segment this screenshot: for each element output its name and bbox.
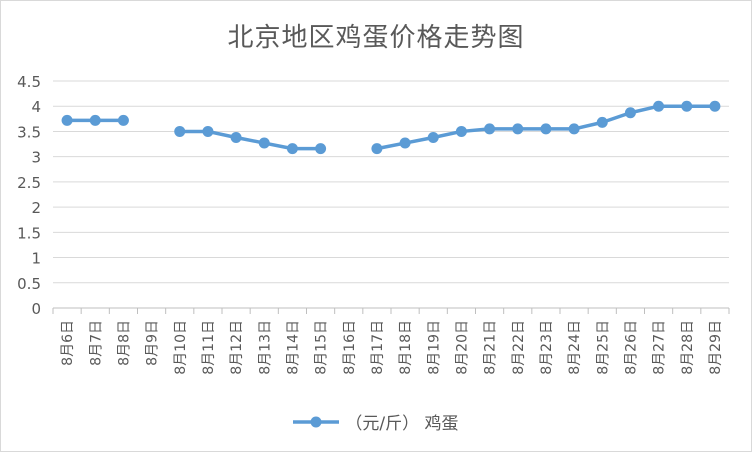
data-point xyxy=(455,125,467,137)
data-point xyxy=(117,114,129,126)
data-point xyxy=(596,116,608,128)
x-tick-label: 8月12日 xyxy=(229,320,245,375)
data-point xyxy=(624,107,636,119)
data-point xyxy=(315,143,327,155)
gridlines xyxy=(52,80,730,314)
x-tick-label: 8月26日 xyxy=(623,320,639,375)
x-tick-label: 8月10日 xyxy=(173,320,189,375)
series-lines xyxy=(65,104,717,151)
x-tick-label: 8月22日 xyxy=(511,320,527,375)
y-tick-label: 3.5 xyxy=(17,123,41,141)
data-point xyxy=(371,143,383,155)
y-tick-label: 2 xyxy=(31,199,41,217)
x-axis-ticks: 8月6日 8月7日 8月8日 8月9日 8月10日 8月11日 8月12日 8月13日 8月14… xyxy=(60,320,724,375)
x-tick-label: 8月15日 xyxy=(314,320,330,375)
x-tick-label: 8月25日 xyxy=(595,320,611,375)
x-tick-label: 8月7日 xyxy=(88,320,104,366)
series-points xyxy=(61,100,721,155)
chart-title: 北京地区鸡蛋价格走势图 xyxy=(227,23,525,53)
x-tick-label: 8月27日 xyxy=(652,320,668,375)
x-tick-label: 8月29日 xyxy=(708,320,724,375)
y-tick-label: 0.5 xyxy=(17,275,41,293)
data-point xyxy=(540,123,552,135)
data-point xyxy=(202,125,214,137)
data-point xyxy=(512,123,524,135)
data-point xyxy=(61,114,73,126)
x-tick-label: 8月18日 xyxy=(398,320,414,375)
data-point xyxy=(258,137,270,149)
x-tick-label: 8月19日 xyxy=(426,320,442,375)
data-point xyxy=(230,131,242,143)
y-tick-label: 1.5 xyxy=(17,224,41,242)
y-axis-ticks: 0 0.5 1 1.5 2 2.5 3 3.5 4 4.5 xyxy=(17,73,41,318)
data-point xyxy=(399,137,411,149)
x-tick-label: 8月24日 xyxy=(567,320,583,375)
data-point xyxy=(89,114,101,126)
x-tick-label: 8月20日 xyxy=(454,320,470,375)
x-tick-label: 8月28日 xyxy=(680,320,696,375)
data-point xyxy=(653,100,665,112)
data-point xyxy=(484,123,496,135)
x-tick-label: 8月13日 xyxy=(257,320,273,375)
y-tick-label: 4 xyxy=(31,98,41,116)
x-tick-label: 8月17日 xyxy=(370,320,386,375)
x-tick-label: 8月14日 xyxy=(285,320,301,375)
data-point xyxy=(681,100,693,112)
y-tick-label: 4.5 xyxy=(17,73,41,91)
y-tick-label: 2.5 xyxy=(17,174,41,192)
legend-label: （元/斤） 鸡蛋 xyxy=(345,414,459,434)
y-tick-label: 3 xyxy=(31,149,41,167)
x-tick-label: 8月16日 xyxy=(342,320,358,375)
x-tick-label: 8月11日 xyxy=(201,320,217,375)
data-point xyxy=(709,100,721,112)
legend-swatch xyxy=(293,416,340,427)
x-tick-label: 8月9日 xyxy=(145,320,161,366)
x-tick-label: 8月21日 xyxy=(483,320,499,375)
x-tick-label: 8月8日 xyxy=(116,320,132,366)
x-tick-label: 8月6日 xyxy=(60,320,76,366)
data-point xyxy=(568,123,580,135)
y-tick-label: 1 xyxy=(31,250,41,268)
series-line xyxy=(178,129,323,151)
data-point xyxy=(174,125,186,137)
data-point xyxy=(427,131,439,143)
legend: （元/斤） 鸡蛋 xyxy=(1,409,751,434)
data-point xyxy=(286,143,298,155)
y-tick-label: 0 xyxy=(31,300,41,318)
x-tick-label: 8月23日 xyxy=(539,320,555,375)
